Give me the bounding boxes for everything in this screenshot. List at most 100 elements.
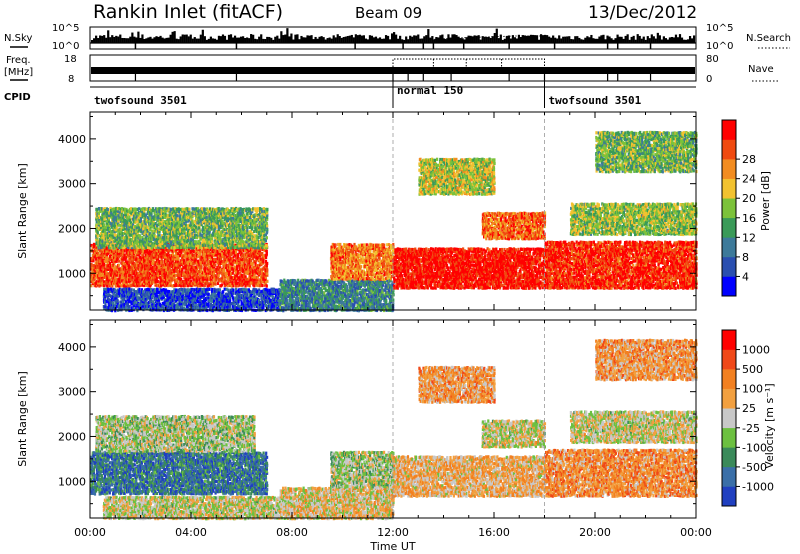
nsky-sample — [256, 39, 259, 43]
power-cell — [151, 281, 154, 285]
power-cell — [157, 257, 160, 261]
power-cell — [187, 249, 190, 253]
power-cell — [158, 209, 161, 213]
power-cell — [108, 274, 111, 278]
power-cell — [154, 280, 157, 284]
power-cell — [195, 274, 199, 278]
nsky-sample — [513, 37, 516, 43]
power-cell — [102, 282, 105, 286]
power-cell — [167, 259, 170, 263]
power-cell — [233, 282, 236, 286]
nsky-sample — [121, 37, 124, 43]
nsky-sample — [521, 35, 525, 43]
power-cell — [197, 265, 200, 269]
power-cell — [145, 253, 148, 257]
power-cell — [97, 213, 100, 217]
power-cell — [262, 277, 265, 281]
power-cell — [98, 219, 101, 223]
power-cell — [126, 231, 129, 235]
nsky-sample — [302, 37, 305, 43]
power-cell — [176, 263, 179, 267]
nsky-sample — [531, 34, 535, 43]
power-cell — [99, 226, 102, 230]
power-cell — [113, 230, 116, 234]
nsky-sample — [578, 37, 581, 43]
power-cell — [166, 275, 169, 279]
power-cell — [163, 243, 167, 248]
power-cell — [95, 223, 98, 227]
power-cell — [111, 246, 114, 250]
power-cell — [238, 249, 241, 253]
freq-label: Freq. — [6, 55, 31, 66]
power-cell — [109, 243, 113, 247]
power-cell — [199, 251, 202, 255]
power-cell — [265, 255, 268, 260]
power-cell — [109, 255, 112, 259]
nsky-sample — [342, 37, 345, 43]
power-cell — [171, 275, 174, 279]
power-cell — [143, 243, 146, 247]
nsky-sample — [670, 36, 674, 43]
power-cell — [94, 275, 97, 279]
nsky-sample — [314, 36, 317, 43]
nsky-sample — [682, 39, 686, 43]
power-cell — [254, 269, 257, 273]
power-cell — [181, 268, 184, 272]
power-cell — [258, 284, 262, 288]
nsky-sample — [435, 36, 438, 43]
power-cell — [245, 267, 248, 271]
power-cell — [149, 283, 152, 287]
power-cell — [151, 207, 154, 211]
power-cell — [249, 273, 252, 277]
power-cell — [144, 244, 147, 248]
power-cell — [98, 227, 101, 232]
nsky-sample — [461, 38, 464, 43]
nsky-sample — [149, 36, 152, 43]
power-cell — [148, 217, 151, 221]
power-cell — [197, 255, 200, 259]
freq-band — [393, 67, 545, 74]
power-cell — [94, 257, 98, 261]
power-cell — [114, 249, 117, 253]
power-cell — [156, 269, 159, 273]
power-cell — [160, 267, 163, 271]
nsky-sample — [580, 39, 583, 43]
power-cell — [239, 275, 242, 280]
power-cell — [168, 283, 171, 287]
power-cell — [101, 247, 104, 251]
power-cell — [226, 259, 229, 263]
power-cell — [122, 275, 125, 279]
power-cell — [92, 245, 95, 249]
nsky-sample — [523, 35, 527, 43]
power-cell — [119, 207, 122, 211]
power-cell — [124, 284, 128, 288]
power-cell — [135, 257, 139, 261]
power-cell — [194, 257, 197, 261]
power-cell — [217, 267, 220, 271]
nsky-sample — [145, 38, 148, 43]
power-cell — [132, 267, 135, 271]
power-cell — [112, 223, 115, 227]
power-cell — [221, 272, 224, 276]
power-cell — [149, 246, 152, 250]
nsky-sample — [495, 28, 498, 43]
power-cell — [92, 242, 96, 246]
power-cell — [132, 249, 135, 253]
nsky-sample — [326, 38, 329, 43]
power-cell — [151, 271, 154, 275]
power-cell — [124, 276, 127, 280]
power-cell — [164, 206, 167, 211]
power-cell — [105, 270, 108, 274]
power-cell — [193, 269, 196, 273]
nsky-sample — [654, 38, 657, 43]
power-heatmap — [90, 112, 698, 313]
power-cell — [130, 284, 133, 288]
power-cell — [136, 282, 139, 286]
power-cell — [104, 241, 107, 245]
power-cell — [213, 217, 216, 221]
power-cell — [121, 255, 124, 259]
power-cell — [93, 284, 96, 288]
power-cell — [161, 260, 164, 264]
power-cell — [245, 271, 248, 275]
power-cell — [103, 211, 106, 215]
